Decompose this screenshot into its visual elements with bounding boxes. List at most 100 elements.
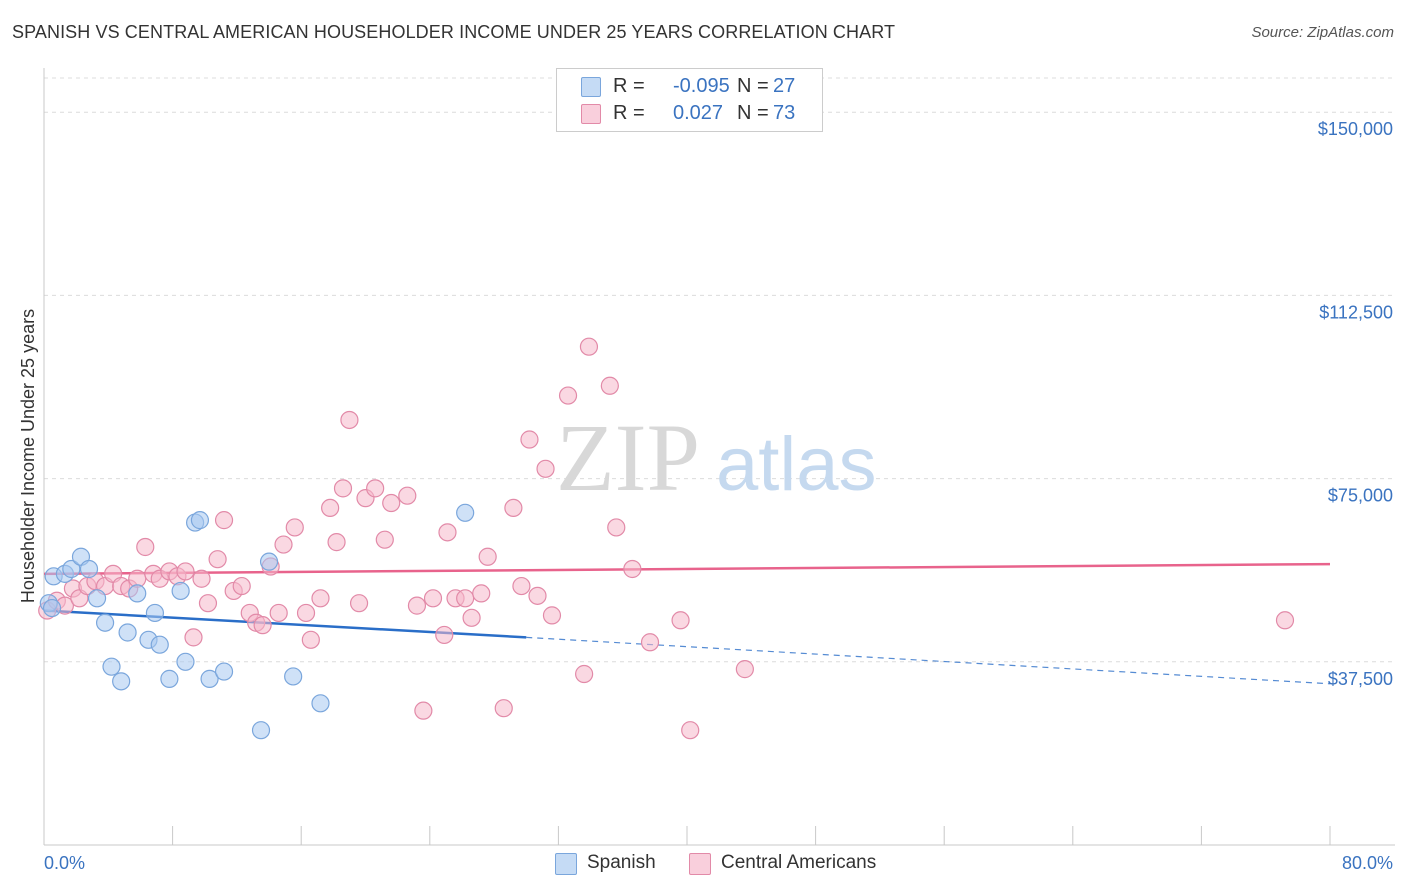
point-spanish	[284, 667, 303, 686]
point-spanish	[128, 584, 147, 603]
point-central-americans	[327, 533, 346, 552]
point-central-americans	[269, 603, 288, 623]
point-spanish	[118, 623, 137, 642]
point-central-americans	[528, 586, 547, 605]
point-central-americans	[398, 486, 417, 505]
point-central-americans	[558, 386, 578, 405]
point-central-americans	[253, 616, 272, 635]
point-spanish	[79, 559, 99, 579]
point-central-americans	[301, 630, 320, 649]
point-central-americans	[407, 596, 427, 615]
point-central-americans	[321, 498, 340, 518]
trend-line-spanish-projection	[526, 636, 1331, 685]
point-spanish	[259, 552, 279, 571]
point-central-americans	[232, 576, 251, 596]
legend-n-label: N =	[737, 102, 769, 124]
legend-swatch-central-americans	[581, 104, 601, 124]
point-central-americans	[382, 493, 401, 513]
point-spanish	[171, 581, 190, 601]
point-central-americans	[435, 625, 454, 645]
legend-n-label: N =	[737, 75, 769, 97]
point-central-americans	[735, 660, 754, 679]
legend-r-label: R =	[613, 102, 645, 124]
trend-line-central-americans	[43, 562, 1331, 576]
point-spanish	[145, 603, 165, 623]
point-central-americans	[375, 530, 394, 549]
bottom-legend-label-central-americans: Central Americans	[721, 852, 877, 873]
point-central-americans	[671, 611, 690, 630]
point-spanish	[150, 635, 169, 654]
y-tick-label: $75,000	[1328, 486, 1393, 506]
legend-n-value: 73	[773, 102, 796, 124]
point-central-americans	[184, 628, 203, 647]
point-central-americans	[600, 376, 619, 395]
point-central-americans	[472, 584, 491, 603]
point-central-americans	[214, 511, 234, 530]
point-central-americans	[520, 430, 539, 449]
point-central-americans	[640, 633, 660, 652]
axes	[43, 68, 1395, 846]
point-central-americans	[366, 479, 385, 498]
point-spanish	[190, 511, 210, 530]
point-spanish	[42, 598, 62, 618]
point-central-americans	[311, 589, 330, 608]
correlation-legend: R = -0.095 N = 27 R = 0.027 N = 73	[556, 68, 823, 132]
x-tick-label-min: 0.0%	[44, 853, 85, 873]
watermark-atlas: atlas	[716, 422, 877, 507]
point-central-americans	[423, 589, 443, 608]
bottom-legend-swatch-spanish	[555, 853, 577, 875]
point-spanish	[62, 559, 81, 579]
point-central-americans	[579, 337, 599, 356]
y-tick-label: $150,000	[1318, 119, 1393, 139]
point-central-americans	[607, 518, 626, 537]
point-spanish	[311, 694, 330, 713]
point-central-americans	[414, 701, 433, 720]
point-central-americans	[296, 603, 316, 623]
legend-swatch-spanish	[581, 77, 601, 97]
y-tick-label: $37,500	[1328, 669, 1393, 689]
bottom-legend-label-spanish: Spanish	[587, 852, 656, 873]
point-central-americans	[192, 569, 211, 588]
bottom-legend-swatch-central-americans	[689, 853, 711, 875]
point-central-americans	[575, 664, 594, 684]
legend-r-value: -0.095	[673, 75, 730, 97]
point-central-americans	[274, 535, 293, 554]
watermark: ZIP atlas	[556, 404, 877, 511]
point-central-americans	[176, 562, 195, 581]
y-axis-title: Householder Income Under 25 years	[18, 309, 38, 603]
point-central-americans	[285, 518, 304, 537]
point-spanish	[102, 657, 121, 676]
point-central-americans	[542, 606, 562, 625]
point-spanish	[176, 652, 195, 671]
point-central-americans	[438, 523, 457, 542]
tick-labels: $37,500 $75,000 $112,500 $150,000 0.0% 80.0%	[44, 119, 1393, 873]
chart-title: SPANISH VS CENTRAL AMERICAN HOUSEHOLDER …	[12, 22, 896, 42]
point-spanish	[200, 669, 219, 688]
point-spanish	[160, 669, 179, 688]
point-spanish	[456, 503, 475, 522]
point-central-americans	[136, 537, 155, 557]
y-tick-label: $112,500	[1319, 302, 1393, 322]
legend-r-value: 0.027	[673, 102, 724, 124]
point-central-americans	[462, 608, 481, 627]
point-central-americans	[681, 721, 700, 740]
point-central-americans	[1275, 611, 1295, 630]
point-spanish	[87, 589, 107, 608]
legend-r-label: R =	[613, 75, 645, 97]
point-spanish	[95, 613, 115, 632]
point-central-americans	[198, 594, 218, 613]
point-central-americans	[512, 576, 531, 596]
point-central-americans	[504, 498, 523, 518]
source-label: Source: ZipAtlas.com	[1251, 24, 1394, 41]
point-central-americans	[494, 699, 513, 718]
point-central-americans	[623, 559, 642, 579]
point-spanish	[251, 721, 271, 740]
point-spanish	[112, 672, 131, 691]
watermark-zip: ZIP	[556, 404, 700, 511]
point-central-americans	[208, 550, 227, 569]
point-central-americans	[340, 410, 359, 430]
point-central-americans	[456, 589, 475, 608]
point-central-americans	[478, 547, 497, 566]
legend-n-value: 27	[773, 75, 796, 97]
